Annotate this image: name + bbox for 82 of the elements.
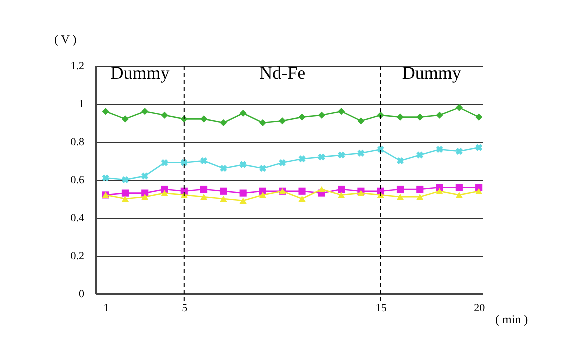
point <box>220 196 228 202</box>
point <box>436 184 444 192</box>
point <box>456 192 463 198</box>
annotation: Dummy <box>402 63 462 83</box>
point <box>338 186 346 194</box>
point <box>358 118 365 125</box>
y-tick-label: 0 <box>79 288 85 300</box>
x-tick-label: 5 <box>182 302 188 314</box>
point <box>240 161 247 168</box>
point <box>476 114 483 121</box>
y-tick-label: 1.2 <box>70 60 84 72</box>
point <box>240 198 247 204</box>
annotation: Dummy <box>110 63 170 83</box>
x-tick-label: 20 <box>474 302 486 314</box>
point <box>476 144 483 152</box>
point <box>279 118 286 125</box>
point <box>259 165 266 172</box>
point <box>298 196 306 202</box>
point <box>122 176 129 184</box>
point <box>456 184 463 192</box>
point <box>298 156 306 163</box>
point <box>476 184 483 192</box>
y-tick-label: 0.2 <box>70 250 84 262</box>
point <box>416 152 424 159</box>
point <box>180 159 188 166</box>
point <box>298 114 306 121</box>
point <box>436 188 444 194</box>
point <box>142 108 149 116</box>
point <box>318 154 326 161</box>
point <box>416 186 424 194</box>
point <box>161 112 168 119</box>
point <box>396 158 404 164</box>
y-tick-label: 0.8 <box>70 136 85 148</box>
y-tick-label: 1 <box>79 98 84 110</box>
y-tick-label: 0.6 <box>70 174 85 186</box>
point <box>142 194 149 200</box>
point <box>377 146 384 154</box>
point <box>102 108 110 116</box>
point <box>456 148 463 155</box>
point <box>318 186 326 193</box>
point <box>358 150 365 157</box>
y-axis-title: ( V ) <box>54 32 77 46</box>
x-tick-label: 1 <box>104 302 110 314</box>
point <box>358 190 365 196</box>
point <box>240 190 247 197</box>
point <box>436 146 444 154</box>
point <box>122 190 129 197</box>
point <box>200 194 208 200</box>
point <box>142 172 149 180</box>
point <box>298 188 306 195</box>
point <box>220 165 228 172</box>
point <box>200 186 208 194</box>
point <box>416 114 424 121</box>
point <box>436 112 444 119</box>
point <box>318 112 326 119</box>
point <box>396 186 404 194</box>
point <box>220 188 228 195</box>
point <box>396 114 404 121</box>
y-tick-label: 0.4 <box>70 212 85 224</box>
point <box>161 190 168 196</box>
point <box>259 119 267 127</box>
point <box>122 196 130 202</box>
point <box>200 116 208 123</box>
point <box>338 192 346 198</box>
point <box>416 194 424 200</box>
point <box>220 119 228 127</box>
point <box>396 194 404 200</box>
x-axis-title: ( min ) <box>496 312 528 326</box>
point <box>161 186 168 194</box>
point <box>102 174 110 182</box>
point <box>279 159 286 166</box>
point <box>456 104 463 112</box>
point <box>476 188 483 194</box>
point <box>259 192 267 198</box>
point <box>338 152 346 159</box>
point <box>240 110 247 118</box>
point <box>338 108 346 116</box>
point <box>122 116 130 123</box>
point <box>161 159 168 166</box>
annotation: Nd-Fe <box>260 63 306 83</box>
point <box>200 158 208 164</box>
x-tick-label: 15 <box>376 302 388 314</box>
